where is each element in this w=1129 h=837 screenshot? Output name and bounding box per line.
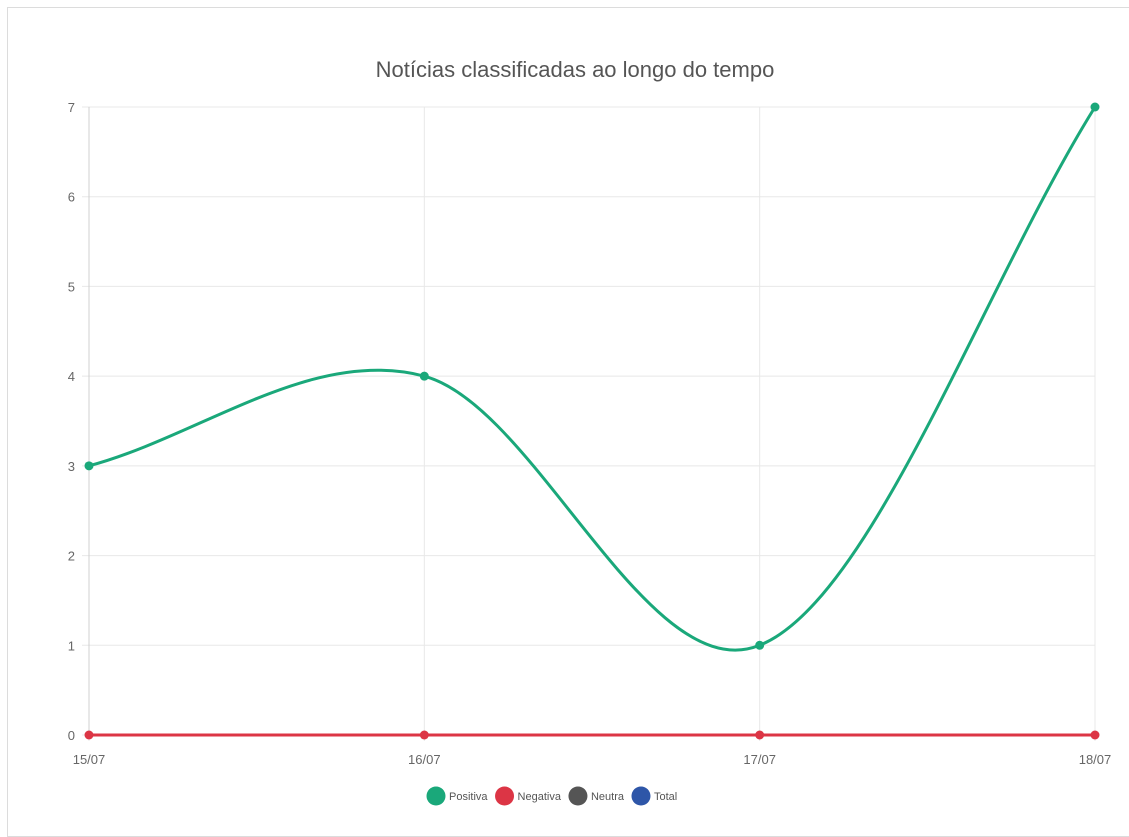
legend-label: Neutra xyxy=(591,791,625,803)
chart-title: Notícias classificadas ao longo do tempo xyxy=(376,57,775,82)
legend[interactable]: Positiva Negativa Neutra Total xyxy=(426,786,678,806)
chart-card xyxy=(7,7,1129,837)
legend-item-negativa[interactable]: Negativa xyxy=(495,786,562,806)
y-tick-label: 1 xyxy=(68,638,75,653)
grid xyxy=(82,106,1096,741)
y-axis-ticks: 0 1 2 3 4 5 6 7 xyxy=(68,100,75,743)
data-point-positiva[interactable] xyxy=(1090,102,1100,112)
data-point-negativa[interactable] xyxy=(419,730,429,740)
data-point-positiva[interactable] xyxy=(755,640,765,650)
data-point-positiva[interactable] xyxy=(84,461,94,471)
x-axis-ticks: 15/07 16/07 17/07 18/07 xyxy=(73,752,1112,767)
y-tick-label: 2 xyxy=(68,549,75,564)
data-point-negativa[interactable] xyxy=(755,730,765,740)
legend-label: Total xyxy=(654,791,677,803)
y-tick-label: 5 xyxy=(68,279,75,294)
x-tick-label: 16/07 xyxy=(408,752,441,767)
data-point-negativa[interactable] xyxy=(1090,730,1100,740)
legend-swatch xyxy=(631,786,651,806)
series-line-positiva xyxy=(88,106,1097,652)
x-tick-label: 17/07 xyxy=(743,752,776,767)
legend-swatch xyxy=(426,786,446,806)
x-tick-label: 18/07 xyxy=(1079,752,1112,767)
series-lines xyxy=(84,102,1100,740)
legend-label: Negativa xyxy=(518,791,562,803)
data-point-positiva[interactable] xyxy=(419,371,429,381)
y-tick-label: 4 xyxy=(68,369,75,384)
data-point-negativa[interactable] xyxy=(84,730,94,740)
legend-item-total[interactable]: Total xyxy=(631,786,677,806)
x-tick-label: 15/07 xyxy=(73,752,106,767)
y-tick-label: 6 xyxy=(68,190,75,205)
legend-item-positiva[interactable]: Positiva xyxy=(426,786,489,806)
y-tick-label: 3 xyxy=(68,459,75,474)
legend-label: Positiva xyxy=(449,791,488,803)
y-tick-label: 7 xyxy=(68,100,75,115)
legend-item-neutra[interactable]: Neutra xyxy=(568,786,625,806)
legend-swatch xyxy=(568,786,588,806)
y-tick-label: 0 xyxy=(68,728,75,743)
legend-swatch xyxy=(495,786,515,806)
